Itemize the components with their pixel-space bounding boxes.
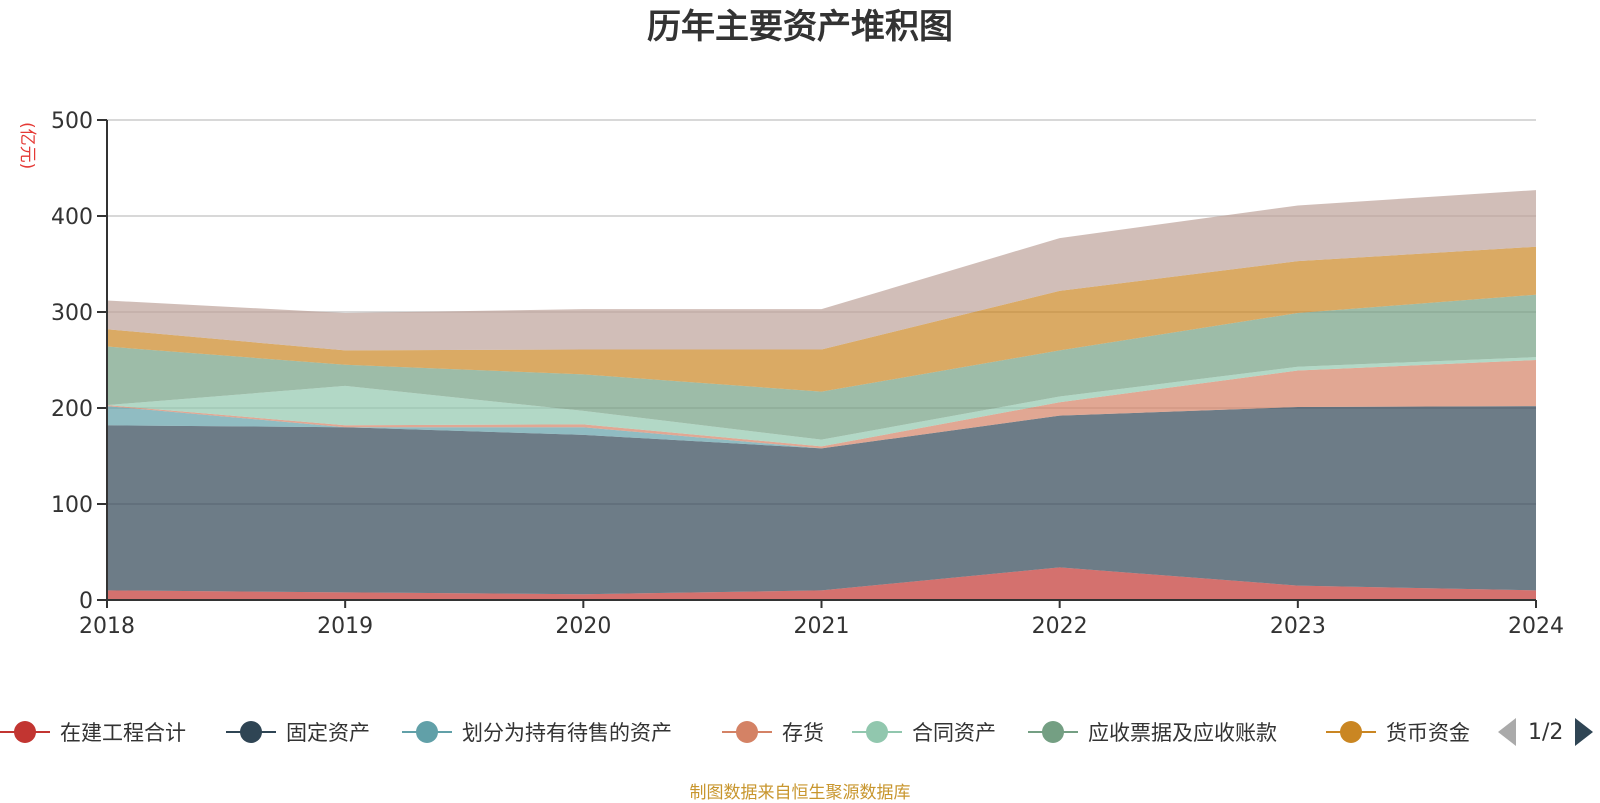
legend-marker-icon: [1326, 714, 1376, 750]
legend-item-label: 存货: [782, 721, 824, 745]
legend-item[interactable]: 在建工程合计: [0, 714, 186, 750]
legend-next-page-icon[interactable]: [1575, 718, 1594, 746]
area-series-5: [107, 294, 1536, 440]
x-tick-label: 2020: [555, 614, 611, 639]
legend-item[interactable]: 存货: [722, 714, 824, 750]
legend-pager: 1/2: [1498, 714, 1594, 750]
legend-item[interactable]: 应收票据及应收账款: [1028, 714, 1277, 750]
legend-marker-icon: [722, 714, 772, 750]
area-series-0: [107, 567, 1536, 600]
y-tick-label: 500: [51, 109, 93, 134]
y-tick-label: 100: [51, 493, 93, 518]
legend-marker-icon: [226, 714, 276, 750]
y-tick-label: 400: [51, 205, 93, 230]
area-series-3: [107, 360, 1536, 449]
area-series-7: [107, 190, 1536, 351]
y-tick-label: 200: [51, 397, 93, 422]
legend-prev-page-icon[interactable]: [1498, 718, 1516, 746]
y-tick-label: 300: [51, 301, 93, 326]
legend-marker-icon: [402, 714, 452, 750]
area-series-6: [107, 246, 1536, 392]
legend-item-label: 货币资金: [1386, 721, 1470, 745]
legend-item[interactable]: 固定资产: [226, 714, 370, 750]
data-source-note: 制图数据来自恒生聚源数据库: [689, 783, 911, 803]
x-tick-label: 2018: [79, 614, 135, 639]
legend-item-label: 固定资产: [286, 721, 370, 745]
legend-item-label: 划分为持有待售的资产: [462, 721, 672, 745]
legend-marker-icon: [852, 714, 902, 750]
legend-item-label: 合同资产: [912, 721, 996, 745]
area-series-4: [107, 357, 1536, 447]
x-tick-label: 2023: [1270, 614, 1326, 639]
legend: 在建工程合计 固定资产 划分为持有待售的资产 存货 合同资产 应收票据及应收账款 货币资金: [0, 714, 1600, 750]
x-tick-label: 2019: [317, 614, 373, 639]
area-series: [107, 190, 1536, 600]
legend-marker-icon: [1028, 714, 1078, 750]
axes: 0 100 200 300 400 500 2018 2019 2020 2021 2022 2023…: [51, 109, 1564, 639]
area-series-1: [107, 406, 1536, 595]
y-tick-label: 0: [79, 589, 93, 614]
x-tick-label: 2024: [1508, 614, 1564, 639]
legend-item[interactable]: 货币资金: [1326, 714, 1470, 750]
legend-page-indicator: 1/2: [1528, 719, 1564, 745]
legend-item-label: 应收票据及应收账款: [1088, 721, 1277, 745]
legend-item-label: 在建工程合计: [60, 721, 186, 745]
x-tick-label: 2022: [1032, 614, 1088, 639]
chart-title: 历年主要资产堆积图: [647, 7, 953, 47]
legend-marker-icon: [0, 714, 50, 750]
x-tick-label: 2021: [794, 614, 850, 639]
legend-item[interactable]: 划分为持有待售的资产: [402, 714, 672, 750]
legend-item[interactable]: 合同资产: [852, 714, 996, 750]
